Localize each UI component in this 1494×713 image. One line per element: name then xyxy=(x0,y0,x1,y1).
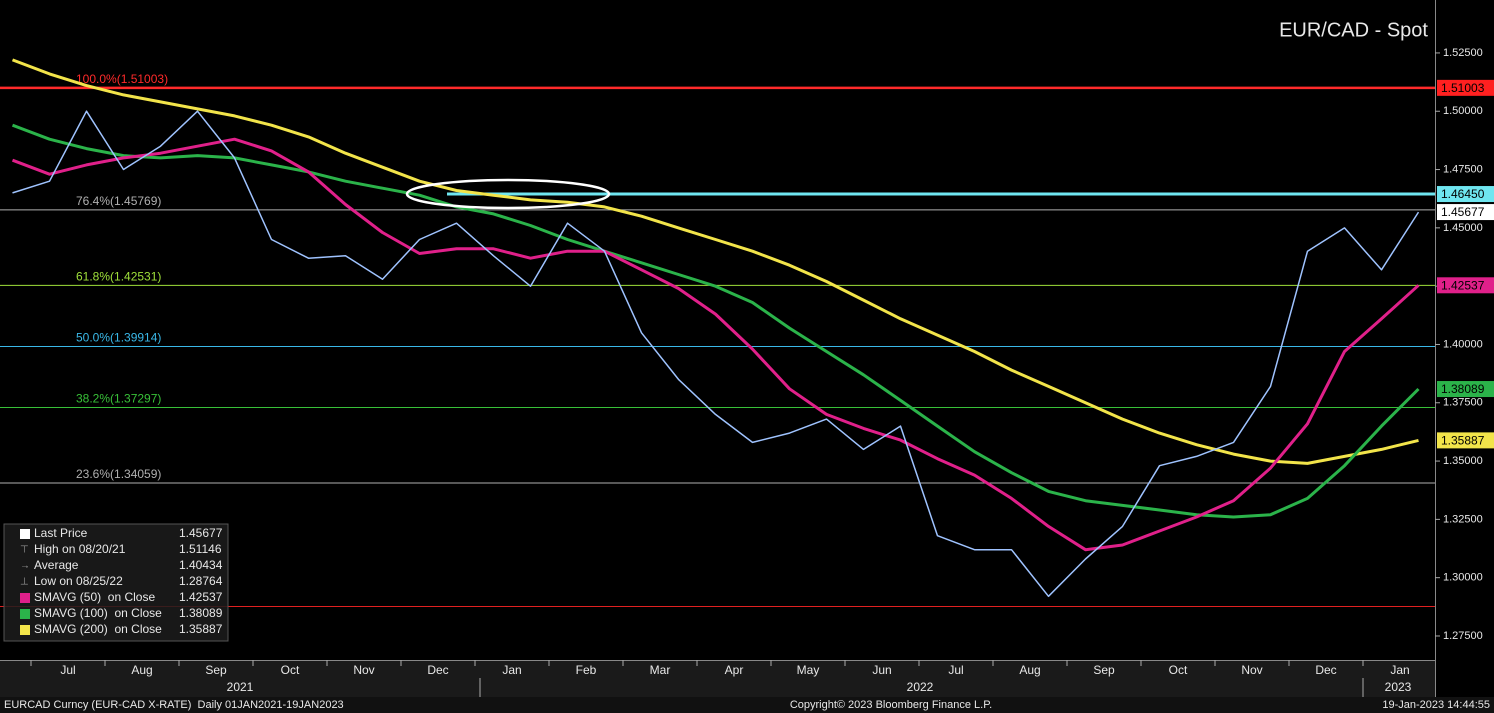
price-tag-label: 1.51003 xyxy=(1441,81,1485,95)
x-tick-label: Apr xyxy=(725,663,744,677)
legend-value: 1.40434 xyxy=(179,558,223,572)
sma-line xyxy=(11,137,1420,552)
y-tick-label: 1.35000 xyxy=(1443,455,1483,467)
fib-label: 76.4%(1.45769) xyxy=(76,194,161,208)
sma-line xyxy=(11,123,1420,519)
x-tick-label: Sep xyxy=(1093,663,1115,677)
legend-swatch xyxy=(20,609,30,619)
y-tick-label: 1.37500 xyxy=(1443,397,1483,409)
y-tick-label: 1.32500 xyxy=(1443,513,1483,525)
x-tick-label: Mar xyxy=(650,663,671,677)
y-tick-label: 1.52500 xyxy=(1443,47,1483,59)
legend-swatch xyxy=(20,625,30,635)
legend-label: SMAVG (100) on Close xyxy=(34,606,162,620)
legend-value: 1.35887 xyxy=(179,622,223,636)
x-axis-band xyxy=(0,660,1436,697)
x-tick-label: May xyxy=(797,663,820,677)
legend-swatch xyxy=(20,593,30,603)
legend-label: Average xyxy=(34,558,79,572)
x-tick-label: Dec xyxy=(1315,663,1336,677)
legend-label: Low on 08/25/22 xyxy=(34,574,123,588)
x-tick-label: Feb xyxy=(576,663,597,677)
sma-line xyxy=(11,58,1419,465)
legend-value: 1.45677 xyxy=(179,526,223,540)
legend-swatch xyxy=(20,529,30,539)
price-tag-label: 1.35887 xyxy=(1441,434,1485,448)
legend-value: 1.42537 xyxy=(179,590,223,604)
x-tick-label: Aug xyxy=(131,663,152,677)
fib-label: 50.0%(1.39914) xyxy=(76,331,161,345)
x-tick-label: Sep xyxy=(205,663,227,677)
y-tick-label: 1.27500 xyxy=(1443,630,1483,642)
chart-title: EUR/CAD - Spot xyxy=(1279,19,1428,41)
footer-center: Copyright© 2023 Bloomberg Finance L.P. xyxy=(790,699,992,711)
footer-right: 19-Jan-2023 14:44:55 xyxy=(1382,699,1490,711)
y-tick-label: 1.47500 xyxy=(1443,163,1483,175)
legend-glyph: ⊥ xyxy=(20,577,29,588)
x-tick-label: Oct xyxy=(281,663,300,677)
x-tick-label: Jul xyxy=(60,663,75,677)
x-tick-label: Nov xyxy=(353,663,374,677)
x-tick-label: Jun xyxy=(872,663,891,677)
legend-label: SMAVG (50) on Close xyxy=(34,590,155,604)
y-tick-label: 1.30000 xyxy=(1443,572,1483,584)
y-tick-label: 1.50000 xyxy=(1443,105,1483,117)
legend-value: 1.51146 xyxy=(179,542,222,556)
footer-left: EURCAD Curncy (EUR-CAD X-RATE) Daily 01J… xyxy=(4,699,344,711)
legend-glyph: ⊤ xyxy=(20,545,29,556)
fib-label: 100.0%(1.51003) xyxy=(76,72,168,86)
price-tag-label: 1.46450 xyxy=(1441,187,1485,201)
legend-glyph: → xyxy=(20,561,30,572)
price-tag xyxy=(1437,277,1494,294)
fib-label: 23.6%(1.34059) xyxy=(76,467,161,481)
price-tag-label: 1.42537 xyxy=(1441,278,1485,292)
y-tick-label: 1.40000 xyxy=(1443,338,1483,350)
y-tick-label: 1.45000 xyxy=(1443,222,1483,234)
legend-value: 1.38089 xyxy=(179,606,223,620)
legend-box xyxy=(3,523,229,642)
x-tick-label: Dec xyxy=(427,663,448,677)
legend-value: 1.28764 xyxy=(179,574,223,588)
price-tag xyxy=(1437,381,1494,398)
legend-label: Last Price xyxy=(34,526,88,540)
x-year-label: 2021 xyxy=(227,680,254,694)
fib-label: 38.2%(1.37297) xyxy=(76,392,161,406)
price-tag-label: 1.38089 xyxy=(1441,382,1485,396)
plot-area: 100.0%(1.51003) 76.4%(1.45769) 61.8%(1.425… xyxy=(0,58,1435,608)
price-tag xyxy=(1437,432,1494,449)
x-tick-label: Jul xyxy=(948,663,963,677)
x-tick-label: Nov xyxy=(1241,663,1262,677)
x-tick-label: Jan xyxy=(502,663,521,677)
price-tag-label: 1.45677 xyxy=(1441,205,1485,219)
x-tick-label: Jan xyxy=(1390,663,1409,677)
price-tag xyxy=(1437,204,1494,221)
footer-band xyxy=(0,697,1494,713)
x-year-label: 2023 xyxy=(1385,680,1412,694)
highlight-ellipse xyxy=(405,178,611,210)
fib-label: 61.8%(1.42531) xyxy=(76,270,161,284)
x-tick-label: Oct xyxy=(1169,663,1188,677)
legend-label: SMAVG (200) on Close xyxy=(34,622,162,636)
legend-label: High on 08/20/21 xyxy=(34,542,126,556)
x-year-label: 2022 xyxy=(907,680,934,694)
price-line xyxy=(12,110,1420,598)
x-tick-label: Aug xyxy=(1019,663,1040,677)
price-tag xyxy=(1437,186,1494,203)
price-tag xyxy=(1437,79,1494,96)
